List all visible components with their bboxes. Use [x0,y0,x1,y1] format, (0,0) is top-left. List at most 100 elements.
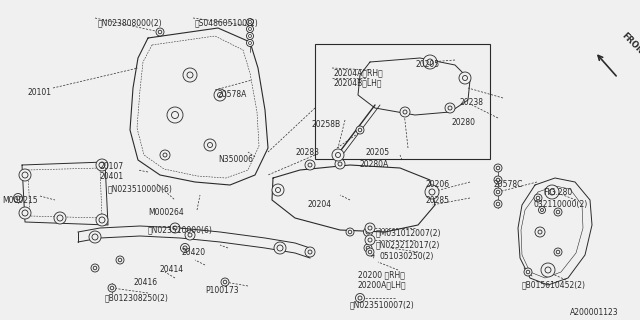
Circle shape [22,210,28,216]
Circle shape [116,256,124,264]
Circle shape [494,164,502,172]
Circle shape [366,246,370,250]
Text: FIG.280: FIG.280 [543,188,572,197]
Circle shape [536,196,540,200]
Circle shape [223,280,227,284]
Circle shape [108,284,116,292]
Circle shape [274,242,286,254]
Bar [315,44,490,159]
Circle shape [541,263,555,277]
Circle shape [170,223,180,233]
Circle shape [13,194,22,203]
Circle shape [534,194,542,202]
Text: 20285: 20285 [425,196,449,205]
Text: 20416: 20416 [133,278,157,287]
Circle shape [305,247,315,257]
Circle shape [183,246,187,250]
Circle shape [496,202,500,206]
Circle shape [218,92,223,98]
Circle shape [365,223,375,233]
Text: ⓝN023510000(6): ⓝN023510000(6) [108,184,173,193]
Circle shape [160,150,170,160]
Text: ⓝN023510000(6): ⓝN023510000(6) [148,225,213,234]
Circle shape [19,207,31,219]
Circle shape [246,33,253,39]
Circle shape [89,231,101,243]
Circle shape [188,233,192,237]
Circle shape [110,286,114,290]
Circle shape [246,19,253,26]
Circle shape [538,206,545,213]
Circle shape [538,230,542,234]
Circle shape [180,244,189,252]
Text: 20578C: 20578C [494,180,524,189]
Circle shape [425,185,439,199]
Circle shape [335,159,345,169]
Text: FRONT: FRONT [620,31,640,60]
Text: 20280: 20280 [452,118,476,127]
Circle shape [118,258,122,262]
Circle shape [57,215,63,221]
Text: 20238: 20238 [460,98,484,107]
Circle shape [91,264,99,272]
Text: 20200A〈LH〉: 20200A〈LH〉 [358,280,406,289]
Circle shape [248,28,252,30]
Circle shape [400,107,410,117]
Circle shape [423,55,437,69]
Circle shape [545,267,551,273]
Circle shape [348,230,352,234]
Text: ⓄS048605100(2): ⓄS048605100(2) [195,18,259,27]
Circle shape [494,188,502,196]
Circle shape [99,217,105,223]
Circle shape [22,172,28,178]
Circle shape [92,234,98,240]
Circle shape [368,250,372,254]
Circle shape [445,103,455,113]
Circle shape [429,189,435,195]
Circle shape [19,169,31,181]
Text: M000264: M000264 [148,208,184,217]
Circle shape [535,227,545,237]
Text: 20258B: 20258B [312,120,341,129]
Text: 20401: 20401 [100,172,124,181]
Circle shape [156,28,164,36]
Circle shape [346,228,354,236]
Circle shape [496,190,500,194]
Circle shape [187,72,193,78]
Circle shape [99,162,105,168]
Circle shape [366,248,374,256]
Text: 20206: 20206 [425,180,449,189]
Circle shape [364,228,372,236]
Circle shape [248,20,252,23]
Circle shape [308,163,312,167]
Circle shape [207,142,212,148]
Circle shape [403,110,407,114]
Text: ⓝN023510007(2): ⓝN023510007(2) [350,300,415,309]
Circle shape [204,139,216,151]
Circle shape [554,248,562,256]
Text: M000215: M000215 [2,196,38,205]
Circle shape [368,238,372,242]
Text: 20107: 20107 [100,162,124,171]
Circle shape [366,230,370,234]
Circle shape [172,111,179,118]
Circle shape [185,230,195,240]
Circle shape [246,26,253,33]
Circle shape [163,153,167,157]
Text: 20420: 20420 [182,248,206,257]
Circle shape [541,209,543,212]
Circle shape [277,245,283,251]
Circle shape [275,188,280,193]
Circle shape [494,200,502,208]
Text: ⒳B015610452(2): ⒳B015610452(2) [522,280,586,289]
Circle shape [494,176,502,184]
Circle shape [54,212,66,224]
Text: ⒳B012308250(2): ⒳B012308250(2) [105,293,169,302]
Circle shape [308,250,312,254]
Text: 20283: 20283 [295,148,319,157]
Circle shape [93,266,97,270]
Circle shape [427,59,433,65]
Circle shape [338,162,342,166]
Circle shape [96,159,108,171]
Circle shape [448,106,452,110]
